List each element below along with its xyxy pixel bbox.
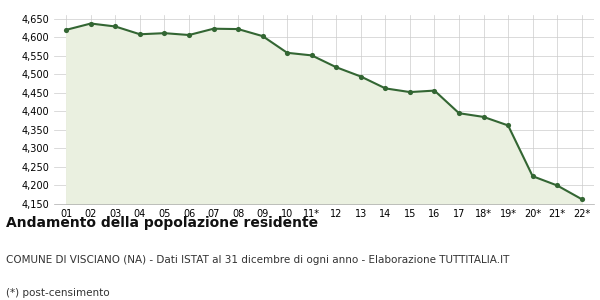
Point (405, 90, 415, 94)
Point (479, 115, 488, 119)
Point (528, 174, 538, 178)
Point (283, 50, 292, 55)
Point (233, 27, 243, 32)
Point (430, 88, 439, 93)
Point (356, 74, 365, 79)
Point (110, 24, 120, 29)
Point (184, 33, 194, 38)
Point (86, 21, 95, 26)
Point (258, 34, 268, 38)
Point (307, 53, 317, 58)
Point (454, 111, 464, 116)
Point (160, 31, 169, 36)
Point (503, 123, 513, 128)
Point (61, 27, 71, 32)
Point (209, 26, 218, 31)
Point (553, 183, 562, 188)
Point (331, 65, 341, 70)
Point (380, 86, 390, 91)
Text: Andamento della popolazione residente: Andamento della popolazione residente (6, 216, 318, 230)
Point (135, 32, 145, 37)
Point (577, 197, 587, 202)
Text: (*) post-censimento: (*) post-censimento (6, 288, 110, 298)
Text: COMUNE DI VISCIANO (NA) - Dati ISTAT al 31 dicembre di ogni anno - Elaborazione : COMUNE DI VISCIANO (NA) - Dati ISTAT al … (6, 255, 509, 265)
